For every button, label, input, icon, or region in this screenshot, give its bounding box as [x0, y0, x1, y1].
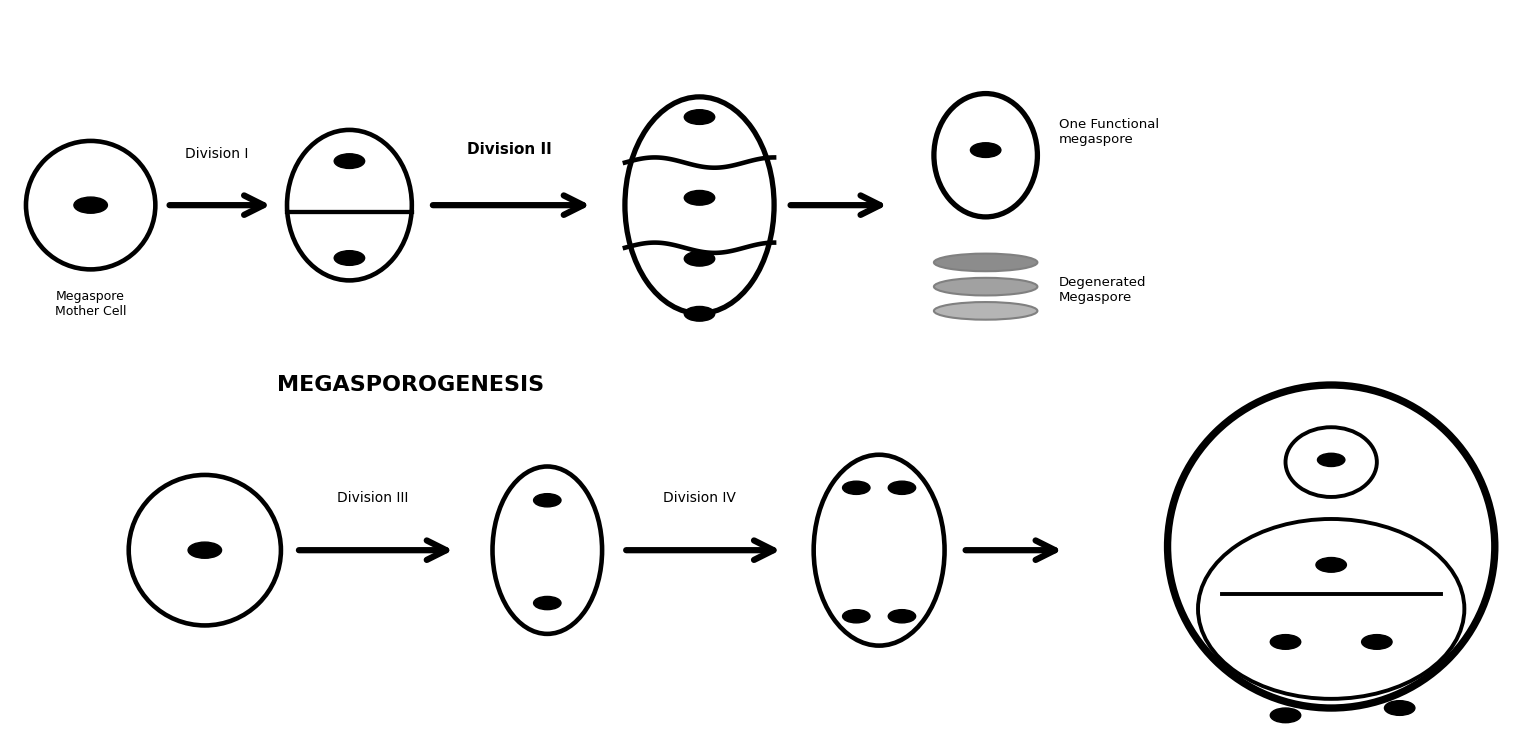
- Circle shape: [1270, 708, 1301, 723]
- Ellipse shape: [814, 455, 945, 646]
- Circle shape: [335, 154, 364, 168]
- Circle shape: [888, 481, 915, 494]
- Text: Division IV: Division IV: [664, 491, 736, 505]
- Circle shape: [1270, 634, 1301, 649]
- Ellipse shape: [934, 278, 1037, 295]
- Ellipse shape: [934, 94, 1037, 217]
- Ellipse shape: [934, 302, 1037, 319]
- Circle shape: [971, 143, 1001, 157]
- Circle shape: [187, 542, 221, 558]
- Circle shape: [684, 251, 714, 266]
- Circle shape: [74, 197, 108, 213]
- Ellipse shape: [26, 141, 155, 269]
- Ellipse shape: [1198, 519, 1464, 699]
- Text: One Functional
megaspore: One Functional megaspore: [1058, 117, 1158, 146]
- Circle shape: [684, 191, 714, 205]
- Circle shape: [335, 251, 364, 266]
- Circle shape: [533, 494, 561, 507]
- Circle shape: [533, 596, 561, 610]
- Text: Degenerated
Megaspore: Degenerated Megaspore: [1058, 275, 1146, 304]
- Circle shape: [684, 110, 714, 124]
- Ellipse shape: [1286, 427, 1376, 497]
- Text: Division II: Division II: [467, 142, 551, 157]
- Circle shape: [843, 610, 869, 623]
- Circle shape: [1316, 557, 1347, 572]
- Text: Division III: Division III: [336, 491, 409, 505]
- Circle shape: [684, 307, 714, 321]
- Ellipse shape: [1167, 385, 1495, 708]
- Text: Division I: Division I: [186, 147, 249, 161]
- Circle shape: [1361, 634, 1392, 649]
- Ellipse shape: [129, 475, 281, 625]
- Circle shape: [888, 610, 915, 623]
- Circle shape: [1318, 453, 1346, 467]
- Ellipse shape: [287, 130, 412, 280]
- Circle shape: [843, 481, 869, 494]
- Ellipse shape: [493, 467, 602, 634]
- Circle shape: [1384, 701, 1415, 715]
- Ellipse shape: [625, 97, 774, 313]
- Ellipse shape: [934, 254, 1037, 272]
- Text: Megaspore
Mother Cell: Megaspore Mother Cell: [55, 289, 126, 318]
- Text: MEGASPOROGENESIS: MEGASPOROGENESIS: [276, 375, 544, 395]
